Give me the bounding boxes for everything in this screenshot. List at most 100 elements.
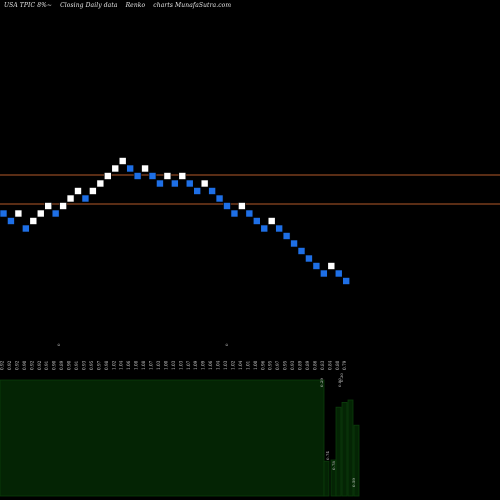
volume-block xyxy=(0,379,325,497)
price-label: 0.92 xyxy=(7,360,12,370)
volume-value-label: 0.59 xyxy=(351,478,356,487)
price-label: 1.09 xyxy=(193,360,198,370)
price-label: 0.90 xyxy=(52,360,57,370)
price-label: 0.89 xyxy=(305,360,310,370)
volume-value-label: 0.78 xyxy=(331,461,336,470)
renko-brick xyxy=(171,179,179,188)
price-label: 0.86 xyxy=(312,360,317,370)
price-label: 1.07 xyxy=(186,360,191,370)
renko-brick xyxy=(245,209,254,218)
price-label: 0.91 xyxy=(44,360,49,370)
price-label: 0.96 xyxy=(260,360,265,370)
volume-bar xyxy=(353,424,360,497)
marker-label: 0 xyxy=(224,343,229,346)
price-label: 0.92 xyxy=(37,360,42,370)
renko-brick xyxy=(305,254,313,263)
renko-brick xyxy=(342,277,351,285)
price-label: 0.92 xyxy=(29,360,34,370)
renko-brick xyxy=(156,179,164,188)
price-label: 0.79 xyxy=(342,360,347,370)
renko-brick xyxy=(126,164,134,173)
price-label: 1.06 xyxy=(126,360,131,370)
renko-brick xyxy=(275,224,283,233)
renko-brick xyxy=(104,172,112,180)
renko-brick xyxy=(200,179,209,188)
price-label: 0.89 xyxy=(59,360,64,370)
renko-brick xyxy=(267,217,276,225)
price-label: 0.92 xyxy=(0,360,5,370)
price-label: 0.89 xyxy=(298,360,303,370)
renko-brick xyxy=(185,179,194,188)
price-label: 0.90 xyxy=(22,360,27,370)
renko-brick xyxy=(282,232,291,240)
volume-bar xyxy=(335,406,342,497)
price-label: 0.93 xyxy=(290,360,295,370)
chart-kind: Renko xyxy=(125,2,146,9)
price-label: 0.97 xyxy=(275,360,280,370)
renko-brick xyxy=(81,194,90,203)
renko-brick xyxy=(215,194,224,203)
volume-bar xyxy=(323,460,330,497)
volume-value-label: 0.29 xyxy=(319,378,324,387)
renko-brick xyxy=(74,187,82,195)
renko-brick xyxy=(260,224,269,233)
renko-brick xyxy=(312,262,321,270)
volume-bar xyxy=(341,401,348,497)
renko-brick xyxy=(0,209,8,218)
renko-brick xyxy=(7,217,15,225)
renko-brick xyxy=(223,202,231,210)
renko-brick xyxy=(327,262,336,270)
renko-brick xyxy=(141,164,149,173)
volume-value-label: 0.30 xyxy=(339,373,344,382)
price-label: 0.97 xyxy=(96,360,101,370)
price-label: 0.84 xyxy=(327,360,332,370)
renko-brick xyxy=(253,217,261,225)
price-label: 1.00 xyxy=(253,360,258,370)
price-label: 1.04 xyxy=(238,360,243,370)
renko-brick xyxy=(133,172,142,180)
price-label: 0.92 xyxy=(14,360,19,370)
renko-brick xyxy=(59,202,67,210)
renko-brick xyxy=(297,247,306,255)
renko-brick xyxy=(238,202,246,210)
renko-brick xyxy=(148,172,157,180)
renko-brick xyxy=(36,209,45,218)
chart-site: charts MunafaSutra.com xyxy=(153,2,232,9)
price-label: 1.02 xyxy=(111,360,116,370)
renko-brick xyxy=(111,164,120,173)
price-label: 1.04 xyxy=(119,360,124,370)
renko-brick xyxy=(334,269,343,278)
renko-brick xyxy=(66,194,75,203)
renko-brick xyxy=(230,209,239,218)
price-label: 1.08 xyxy=(134,360,139,370)
volume-bar xyxy=(347,399,354,497)
volume-value-label: 0.80 xyxy=(337,378,342,387)
renko-brick xyxy=(44,202,53,210)
price-label: 1.09 xyxy=(201,360,206,370)
renko-bricks xyxy=(0,157,351,285)
price-label: 1.03 xyxy=(178,360,183,370)
price-label: 0.93 xyxy=(81,360,86,370)
price-label: 0.90 xyxy=(67,360,72,370)
renko-brick xyxy=(96,179,105,188)
price-label: 1.08 xyxy=(141,360,146,370)
renko-brick xyxy=(290,239,298,248)
renko-brick xyxy=(14,209,23,218)
reference-lines xyxy=(0,174,500,205)
volume-panel xyxy=(0,379,360,497)
price-label: 1.03 xyxy=(156,360,161,370)
price-label: 0.95 xyxy=(89,360,94,370)
price-label: 1.07 xyxy=(149,360,154,370)
chart-header: USA TPIC 8%~ Closing Daily data Renko ch… xyxy=(4,2,237,9)
chart-symbol: USA TPIC 8%~ xyxy=(4,2,53,9)
price-label: 1.02 xyxy=(230,360,235,370)
chart-subtitle: Closing Daily data xyxy=(60,2,118,9)
price-label: 1.06 xyxy=(208,360,213,370)
price-label: 0.91 xyxy=(74,360,79,370)
renko-brick xyxy=(51,209,60,218)
renko-brick xyxy=(89,187,97,195)
renko-brick xyxy=(320,269,328,278)
renko-brick xyxy=(118,157,127,165)
price-label: 1.03 xyxy=(223,360,228,370)
volume-value-label: 0.74 xyxy=(325,451,330,460)
